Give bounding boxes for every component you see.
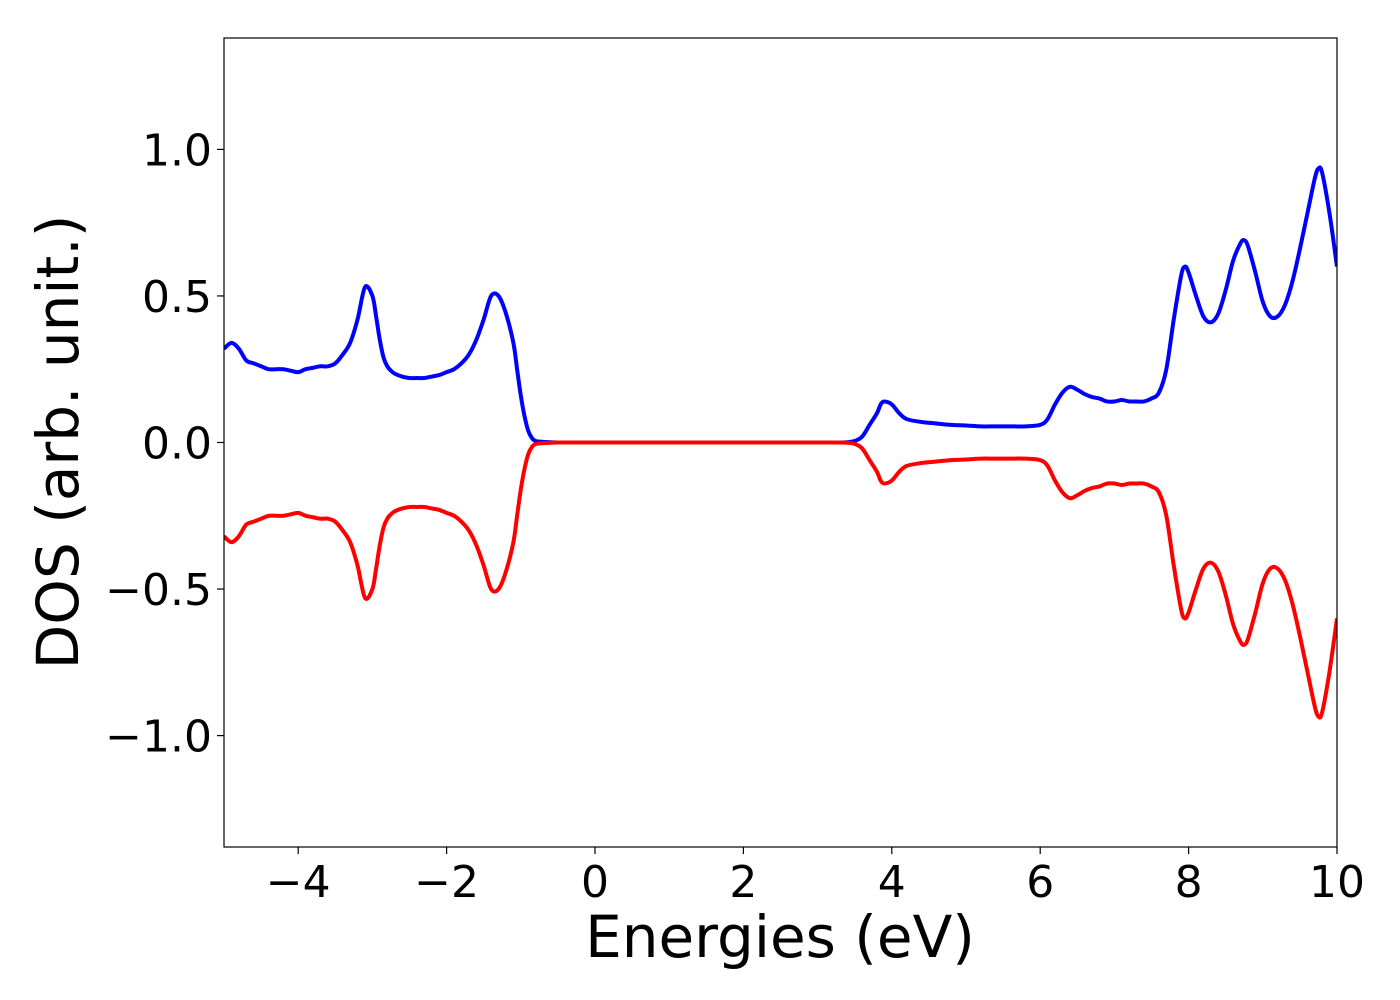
x-tick-label: 6 <box>1026 857 1054 908</box>
y-tick-label: 0.0 <box>142 419 212 470</box>
x-tick-label: 8 <box>1175 857 1203 908</box>
x-axis: −4 −2 0 2 4 6 8 10 <box>266 847 1365 908</box>
y-tick-label: 0.5 <box>142 272 212 323</box>
x-tick-label: −4 <box>266 857 331 908</box>
y-tick-label: 1.0 <box>142 125 212 176</box>
y-axis-title: DOS (arb. unit.) <box>24 215 92 670</box>
x-axis-title: Energies (eV) <box>585 903 975 971</box>
series-line-spin-up <box>224 165 1337 445</box>
y-tick-label: −1.0 <box>105 712 212 763</box>
x-tick-label: 0 <box>581 857 609 908</box>
x-tick-label: 10 <box>1309 857 1365 908</box>
x-tick-label: 2 <box>729 857 757 908</box>
y-axis: 1.0 0.5 0.0 −0.5 −1.0 <box>105 125 224 763</box>
series-line-spin-down <box>224 440 1337 720</box>
plot-area <box>223 37 1338 848</box>
series-layer <box>224 165 1337 720</box>
x-tick-label: 4 <box>878 857 906 908</box>
x-tick-label: −2 <box>414 857 479 908</box>
y-tick-label: −0.5 <box>105 565 212 616</box>
